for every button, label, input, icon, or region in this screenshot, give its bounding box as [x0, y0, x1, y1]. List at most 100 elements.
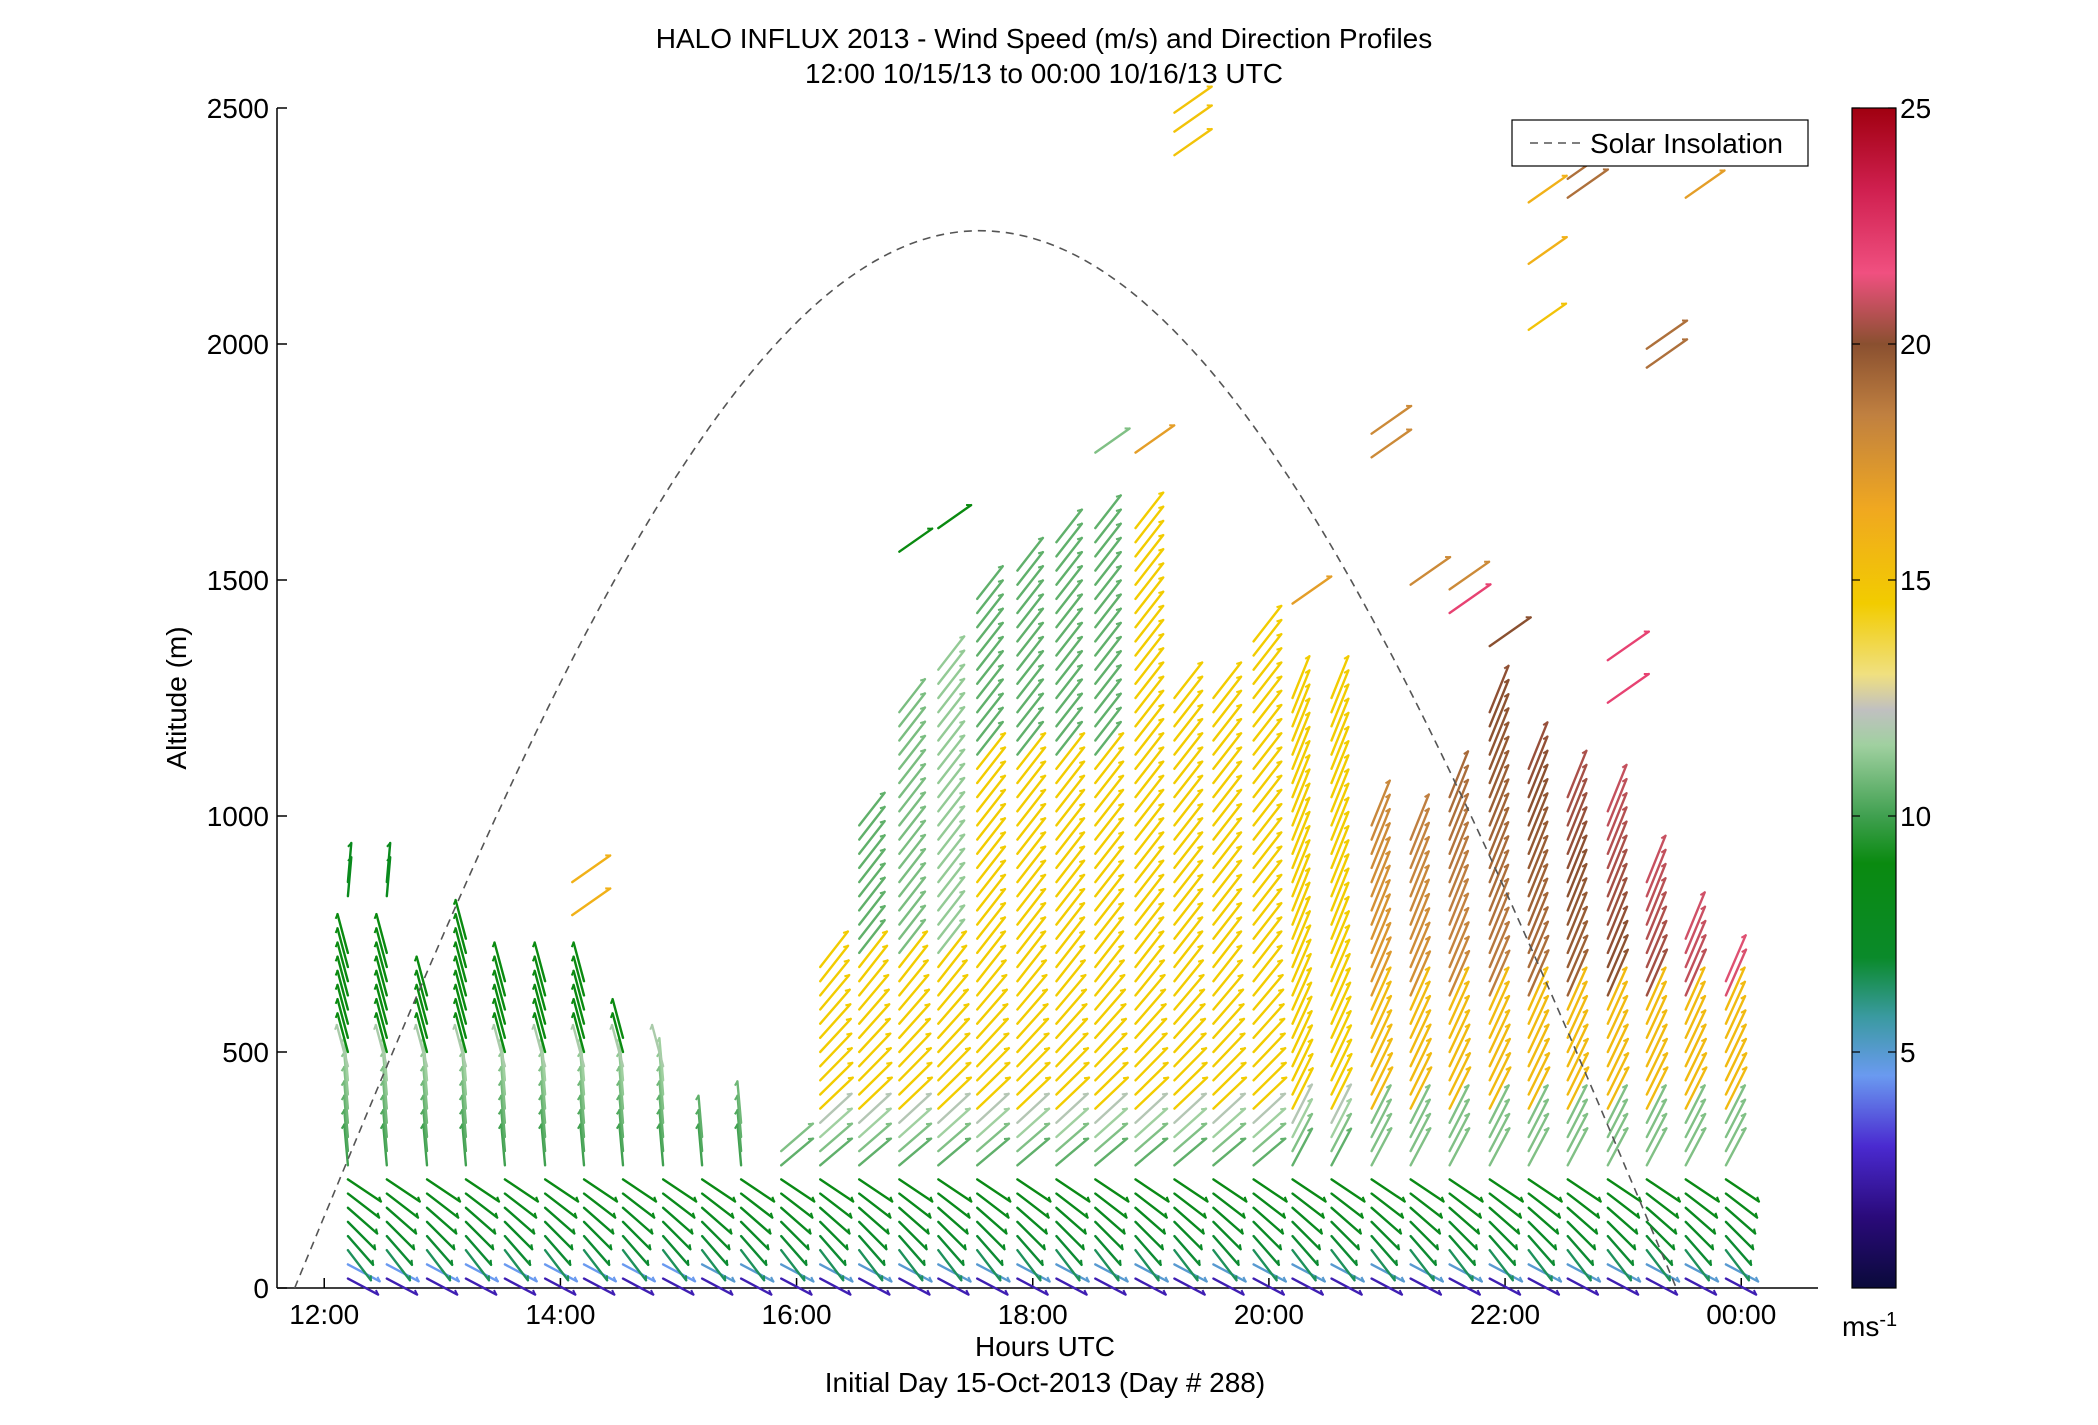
wind-barb [1212, 1003, 1245, 1040]
wind-barb-tip [538, 1123, 543, 1130]
wind-barb [375, 912, 388, 955]
wind-barb [1606, 1084, 1629, 1125]
wind-barb-tip [1079, 902, 1085, 906]
wind-barb-tip [1345, 996, 1351, 1001]
wind-barb-tip [379, 1066, 385, 1072]
wind-barb-tip [452, 956, 457, 962]
wind-barb-tip [1280, 1047, 1286, 1051]
wind-barb [976, 635, 1004, 671]
wind-barb [1252, 604, 1283, 643]
wind-barb-tip [1115, 508, 1122, 512]
wind-barb-tip [1503, 764, 1509, 769]
wind-barb [1330, 754, 1350, 799]
wind-barb [1016, 565, 1045, 601]
wind-barb-tip [1162, 1061, 1168, 1065]
wind-barb-tip [1425, 950, 1431, 955]
wind-barb [621, 1220, 652, 1251]
wind-barb-tip [340, 1123, 346, 1130]
wind-barb [1212, 1017, 1246, 1054]
wind-barb [1055, 1248, 1081, 1282]
wind-barb [1016, 788, 1047, 827]
wind-barb [976, 593, 1004, 629]
wind-barb [1370, 1234, 1399, 1267]
wind-barb-tip [1276, 916, 1282, 920]
wind-barb-tip [1660, 966, 1667, 971]
wind-barb [976, 1220, 1006, 1251]
wind-barb [385, 1220, 416, 1251]
wind-barb [661, 1277, 695, 1296]
wind-barb [937, 776, 966, 813]
wind-barb-tip [1346, 1038, 1352, 1043]
wind-barb-tip [1581, 749, 1587, 755]
wind-barb-tip [924, 1017, 931, 1021]
wind-barb-tip [1276, 647, 1282, 651]
wind-barb-tip [1158, 760, 1164, 764]
wind-barb-tip [1583, 1066, 1589, 1071]
wind-barb-tip [1119, 974, 1125, 978]
wind-barb [1291, 740, 1311, 785]
wind-barb-tip [1115, 579, 1122, 583]
wind-barb [1370, 1220, 1401, 1251]
wind-barb-tip [379, 1080, 385, 1087]
wind-barb [976, 1092, 1010, 1125]
wind-barb [1606, 834, 1628, 884]
wind-barb [1134, 1248, 1160, 1282]
wind-barb [1055, 508, 1084, 544]
wind-barb [618, 1108, 625, 1153]
wind-barb-tip [1115, 650, 1122, 654]
wind-barb-tip [497, 1066, 503, 1072]
wind-barb [1527, 877, 1549, 926]
wind-barb-tip [925, 1047, 932, 1051]
wind-barb [976, 1277, 1009, 1296]
wind-barb [898, 1122, 933, 1153]
wind-barb-tip [1581, 980, 1588, 986]
wind-barb-tip [1661, 1113, 1667, 1118]
wind-barb-tip [732, 1196, 737, 1202]
wind-barb-tip [334, 998, 339, 1005]
wind-barb-tip [1503, 980, 1510, 986]
wind-barb-tip [1360, 1276, 1365, 1282]
wind-barb-tip [1197, 873, 1203, 878]
wind-barb-tip [1081, 1003, 1087, 1007]
wind-barb-tip [1345, 1010, 1352, 1015]
wind-barb [1606, 862, 1628, 912]
wind-barb [898, 678, 927, 714]
wind-barb [700, 1206, 733, 1235]
wind-barb [611, 997, 625, 1040]
wind-barb-tip [419, 1123, 425, 1130]
wind-barb-tip [1503, 835, 1509, 840]
wind-barb-tip [1115, 565, 1122, 569]
wind-barb-tip [922, 944, 928, 949]
wind-barb [819, 1248, 845, 1282]
wind-barb-tip [452, 942, 457, 948]
wind-barb-tip [1079, 845, 1085, 849]
wind-barb [1488, 693, 1510, 742]
wind-barb [1566, 1037, 1589, 1082]
wind-barb-tip [497, 1109, 503, 1115]
wind-barb [346, 1234, 375, 1267]
wind-barb [461, 1065, 468, 1110]
wind-barb-tip [1276, 788, 1282, 793]
wind-barb-tip [1386, 1023, 1392, 1028]
wind-barb-tip [1162, 1289, 1167, 1296]
wind-barb [1527, 863, 1549, 912]
wind-barb-tip [771, 1196, 776, 1202]
wind-barb [937, 805, 966, 841]
wind-barb-tip [419, 1080, 425, 1087]
wind-barb [1016, 720, 1045, 756]
wind-barb-tip [1203, 1212, 1207, 1218]
wind-barb [1134, 675, 1165, 714]
wind-barb-tip [1158, 930, 1164, 934]
wind-barb-tip [576, 1066, 582, 1072]
wind-barb [898, 876, 927, 912]
wind-barb-tip [1118, 760, 1124, 764]
wind-barb [1094, 1122, 1129, 1153]
wind-barb [1173, 973, 1205, 1011]
wind-barb [1134, 1032, 1168, 1068]
wind-barb-tip [1003, 1032, 1009, 1036]
wind-barb [385, 1234, 414, 1267]
wind-barb-tip [373, 1024, 377, 1031]
wind-barb-tip [1542, 820, 1548, 826]
colorbar-tick-label: 5 [1900, 1037, 1916, 1068]
